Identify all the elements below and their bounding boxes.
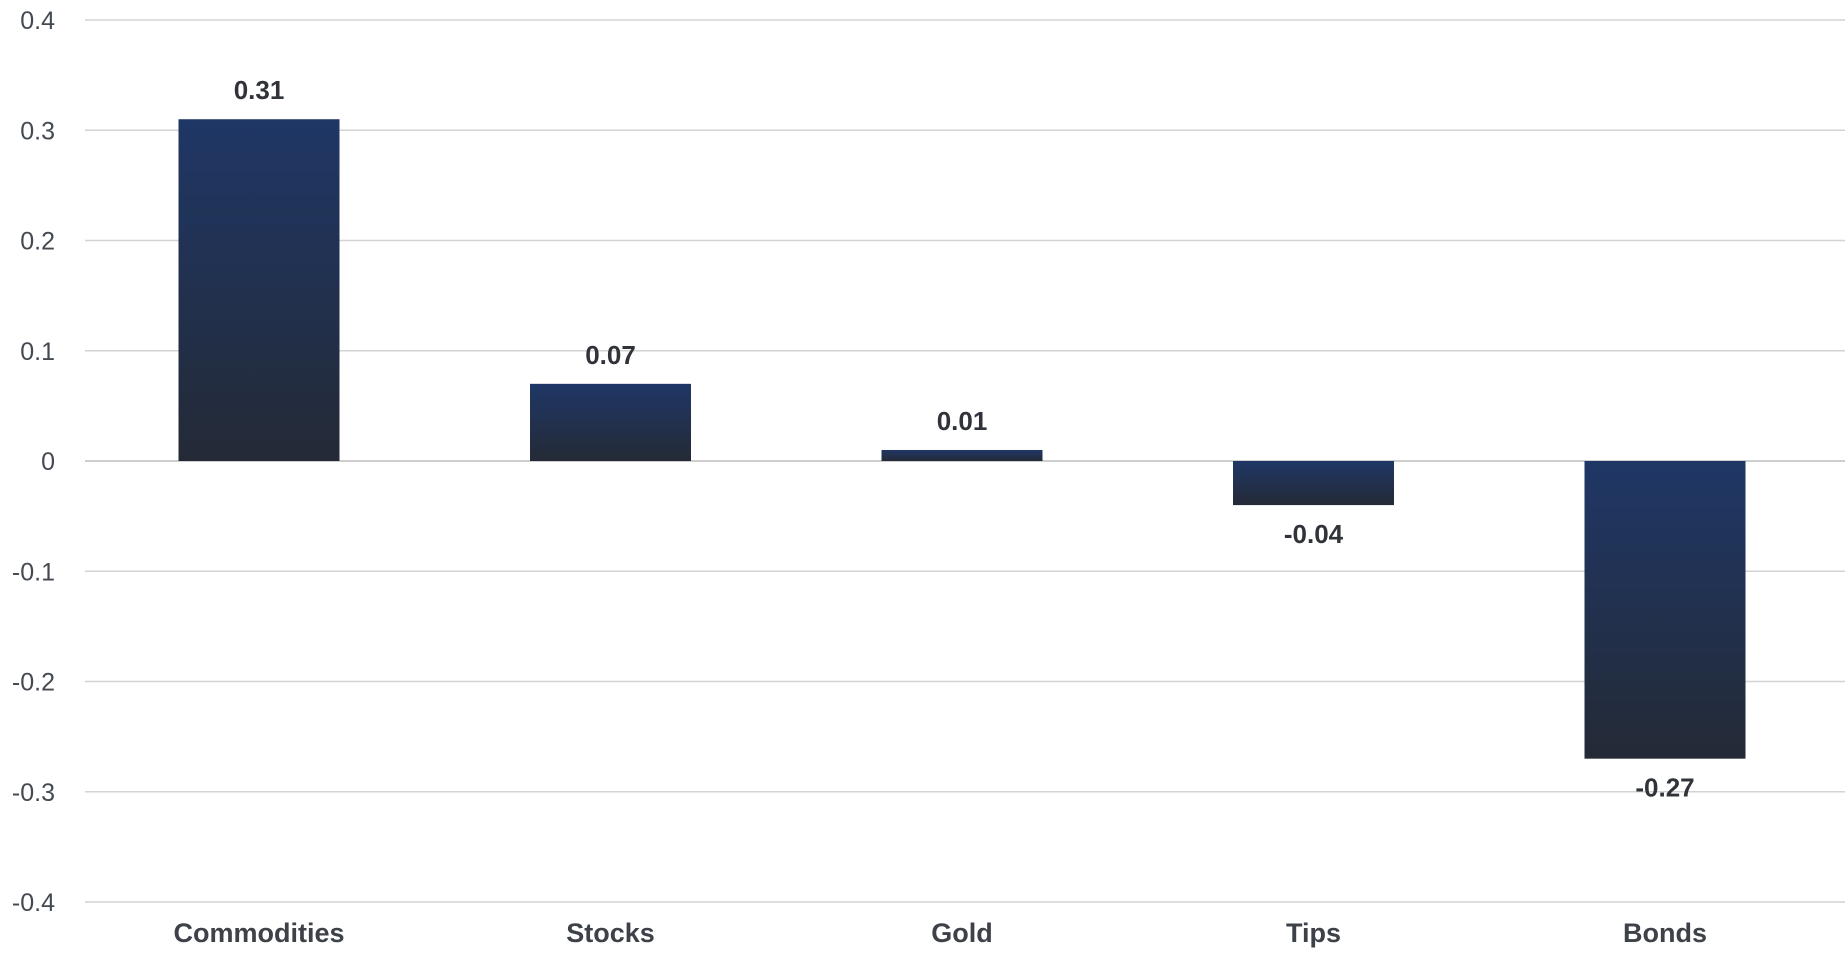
- y-tick-label: -0.4: [12, 889, 55, 917]
- y-tick-label: -0.2: [12, 669, 55, 697]
- y-axis: 0.4 0.3 0.2 0.1 0 -0.1 -0.2 -0.3 -0.4: [12, 7, 55, 917]
- y-tick-label: 0: [41, 448, 55, 476]
- data-label-commodities: 0.31: [234, 75, 285, 105]
- data-label-tips: -0.04: [1284, 519, 1344, 549]
- x-tick-label-gold: Gold: [931, 918, 993, 948]
- y-tick-label: -0.3: [12, 779, 55, 807]
- data-label-bonds: -0.27: [1635, 773, 1694, 803]
- bar-tips: [1233, 461, 1394, 506]
- x-tick-label-tips: Tips: [1286, 918, 1341, 948]
- bar-gold: [881, 449, 1043, 461]
- bar-bonds: [1584, 461, 1746, 759]
- y-tick-label: -0.1: [12, 558, 55, 586]
- x-axis: Commodities Stocks Gold Tips Bonds: [173, 918, 1707, 948]
- data-label-gold: 0.01: [937, 406, 988, 436]
- data-labels: 0.31 0.07 0.01 -0.04 -0.27: [234, 75, 1695, 802]
- y-tick-label: 0.3: [20, 117, 55, 145]
- bar-commodities: [178, 119, 340, 461]
- x-tick-label-bonds: Bonds: [1623, 918, 1707, 948]
- bar-stocks: [530, 383, 691, 461]
- y-tick-label: 0.2: [20, 228, 55, 256]
- y-tick-label: 0.4: [20, 7, 55, 35]
- x-tick-label-stocks: Stocks: [566, 918, 655, 948]
- data-label-stocks: 0.07: [585, 340, 636, 370]
- y-tick-label: 0.1: [20, 338, 55, 366]
- bars: [178, 119, 1746, 759]
- x-tick-label-commodities: Commodities: [173, 918, 344, 948]
